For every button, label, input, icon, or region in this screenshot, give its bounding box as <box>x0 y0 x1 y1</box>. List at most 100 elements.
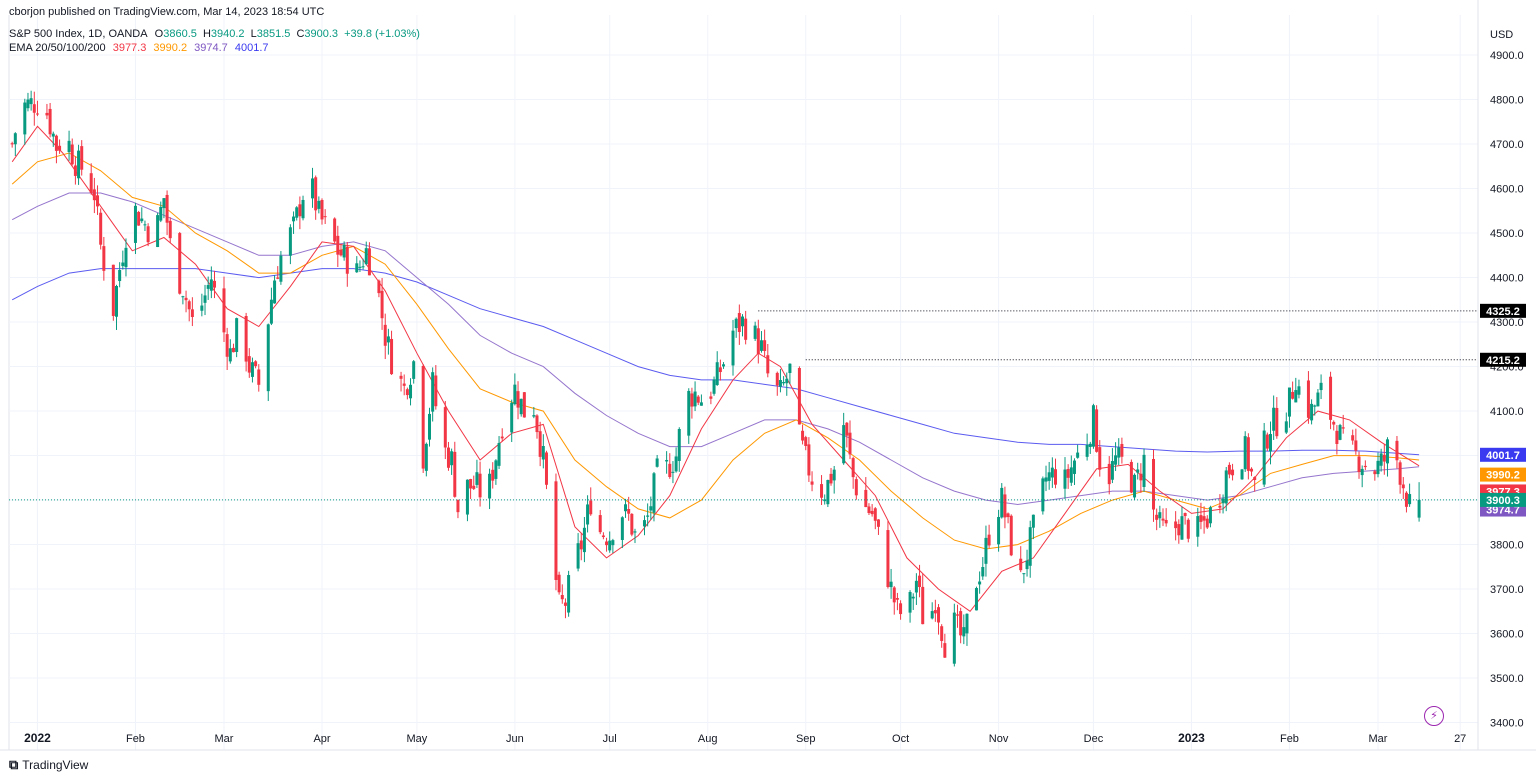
candle-body <box>453 451 457 497</box>
candle-body <box>500 436 504 439</box>
candle-body <box>1335 430 1339 444</box>
price-tag-label: 3900.3 <box>1486 495 1520 507</box>
candle-body <box>1031 514 1035 528</box>
candle-body <box>58 145 62 151</box>
candle-body <box>655 458 659 467</box>
candle-body <box>848 432 852 455</box>
candle-body <box>930 611 934 619</box>
candle-body <box>1019 558 1023 571</box>
candle-body <box>1291 391 1295 399</box>
candle-body <box>1114 455 1118 465</box>
candle-body <box>820 484 824 498</box>
candle-body <box>1408 494 1412 505</box>
price-level-lines <box>9 310 1478 501</box>
tradingview-brand[interactable]: ⧉ TradingView <box>9 757 88 773</box>
candle-body <box>273 280 277 304</box>
candle-body <box>567 575 571 613</box>
candle-body <box>1003 494 1007 518</box>
candle-body <box>1360 468 1364 476</box>
candle-body <box>538 431 542 457</box>
candle-body <box>582 527 586 553</box>
candle-body <box>203 295 207 303</box>
candle-body <box>314 177 318 211</box>
candle-body <box>1117 447 1121 458</box>
candle-body <box>301 199 305 219</box>
candle-body <box>475 472 479 485</box>
x-tick-label: May <box>406 733 427 745</box>
candle-body <box>269 299 273 324</box>
candle-body <box>1205 518 1209 528</box>
high-value: 3940.2 <box>210 28 245 40</box>
candle-body <box>627 509 631 514</box>
candle-body <box>955 614 959 616</box>
candle-body <box>554 481 558 580</box>
x-tick-label: Feb <box>1280 733 1299 745</box>
y-tick-label: 3600.0 <box>1490 629 1524 641</box>
candle-body <box>336 235 340 255</box>
candle-body <box>355 263 359 273</box>
close-label: C <box>296 28 305 40</box>
candle-body <box>1294 390 1298 403</box>
candle-body <box>200 305 204 311</box>
candle-body <box>67 140 71 153</box>
candle-body <box>213 280 217 288</box>
candle-body <box>1401 484 1405 489</box>
candle-body <box>279 255 283 282</box>
candle-body <box>1044 477 1048 482</box>
candle-body <box>1152 458 1156 510</box>
candle-body <box>851 458 855 478</box>
candle-body <box>652 473 656 513</box>
candle-body <box>1354 440 1358 451</box>
candle-body <box>997 516 1001 545</box>
price-tag-label: 3990.2 <box>1486 470 1520 482</box>
candle-body <box>1231 469 1235 476</box>
candle-body <box>759 340 763 351</box>
candle-body <box>1417 499 1421 518</box>
candle-body <box>914 580 918 593</box>
candle-body <box>1338 425 1342 440</box>
candle-body <box>26 99 30 109</box>
candle-body <box>1246 437 1250 471</box>
lightning-icon[interactable]: ⚡ <box>1424 706 1444 726</box>
candle-body <box>465 479 469 515</box>
candle-body <box>311 178 315 199</box>
candle-body <box>494 460 498 479</box>
candle-body <box>1174 521 1178 529</box>
time-axis[interactable]: 2022 Feb Mar Apr May Jun Jul Aug Sep Oct Nov Dec 202… <box>24 731 1466 745</box>
candle-body <box>1085 444 1089 457</box>
candle-body <box>940 626 944 641</box>
publish-info: cborjon published on TradingView.com, Ma… <box>9 6 325 18</box>
y-tick-label: 3500.0 <box>1490 673 1524 685</box>
candle-body <box>405 389 409 396</box>
candle-body <box>601 535 605 538</box>
candle-body <box>1009 515 1013 556</box>
tradingview-logo-icon: ⧉ <box>9 757 18 772</box>
candle-body <box>642 520 646 527</box>
candle-body <box>1376 460 1380 475</box>
candle-body <box>317 200 321 209</box>
candle-body <box>630 513 634 535</box>
candle-body <box>424 443 428 471</box>
candle-body <box>775 372 779 386</box>
currency-label: USD <box>1490 29 1513 41</box>
candle-body <box>358 266 362 268</box>
candle-body <box>1395 440 1399 461</box>
candle-body <box>1069 467 1073 483</box>
candle-body <box>804 437 808 446</box>
candle-body <box>722 364 726 367</box>
candle-body <box>231 347 235 353</box>
candle-body <box>54 135 58 151</box>
candle-body <box>978 581 982 585</box>
candle-body <box>832 469 836 481</box>
candle-body <box>1398 462 1402 485</box>
candle-body <box>1164 519 1168 524</box>
candle-body <box>965 613 969 634</box>
candle-body <box>921 586 925 625</box>
candle-body <box>1028 527 1032 566</box>
candle-body <box>1129 461 1133 493</box>
candle-body <box>250 362 254 377</box>
open-value: 3860.5 <box>163 28 197 40</box>
x-tick-label: Jun <box>506 733 524 745</box>
price-tag-label: 4215.2 <box>1486 355 1520 367</box>
